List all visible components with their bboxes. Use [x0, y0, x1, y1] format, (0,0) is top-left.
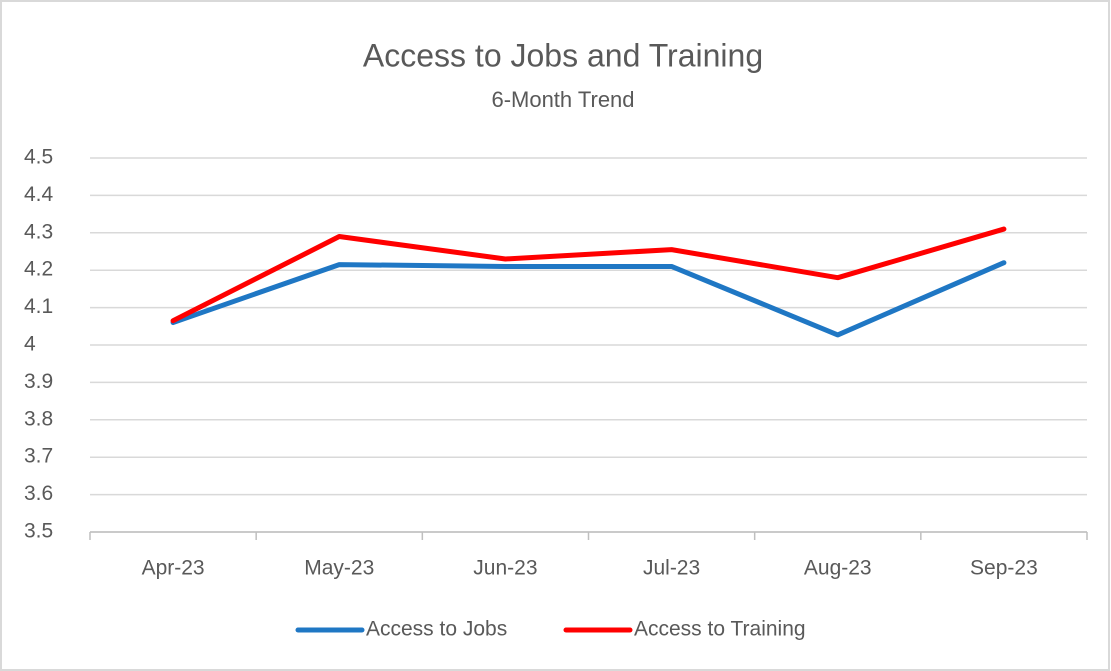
- y-tick-label: 4.1: [24, 295, 53, 318]
- y-tick-label: 3.6: [24, 482, 53, 505]
- x-tick-label: Sep-23: [970, 557, 1038, 580]
- series-line: [170, 226, 1007, 324]
- x-tick-label: Aug-23: [804, 557, 872, 580]
- y-tick-label: 3.7: [24, 445, 53, 468]
- y-tick-label: 4.4: [24, 183, 54, 206]
- y-tick-label: 3.5: [24, 520, 53, 543]
- y-tick-label: 4.3: [24, 220, 53, 243]
- series-line: [170, 260, 1007, 338]
- y-tick-label: 4.5: [24, 146, 53, 169]
- chart-subtitle: 6-Month Trend: [491, 87, 634, 112]
- legend-label: Access to Jobs: [366, 618, 507, 641]
- x-tick-label: May-23: [304, 557, 374, 580]
- x-tick-label: Apr-23: [142, 557, 205, 580]
- legend-label: Access to Training: [634, 618, 806, 641]
- y-tick-label: 3.9: [24, 370, 53, 393]
- x-tick-label: Jun-23: [473, 557, 537, 580]
- chart-title: Access to Jobs and Training: [363, 37, 763, 73]
- y-tick-label: 3.8: [24, 407, 53, 430]
- y-tick-label: 4.2: [24, 258, 53, 281]
- y-tick-label: 4: [24, 333, 36, 356]
- x-tick-label: Jul-23: [643, 557, 700, 580]
